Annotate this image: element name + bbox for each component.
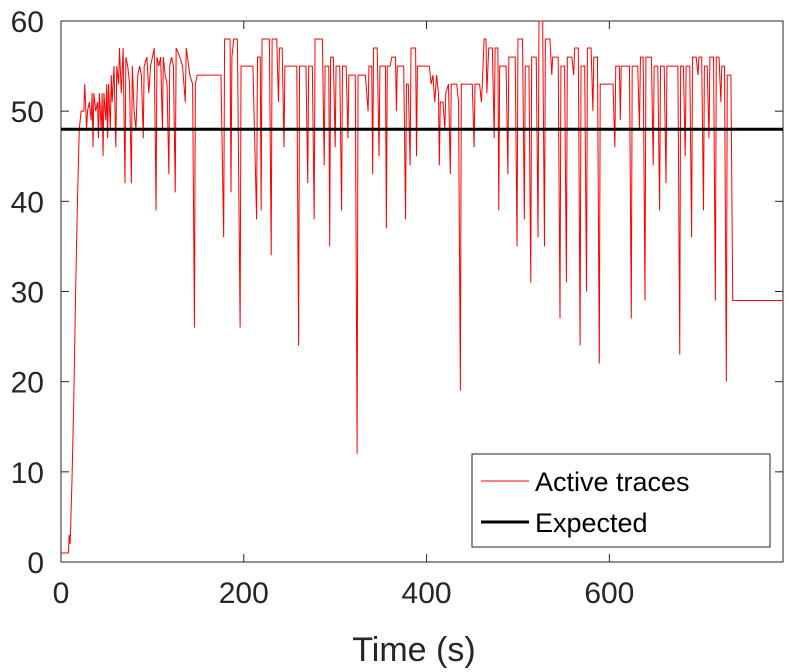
y-tick-label: 40 [11,186,44,219]
y-tick-label: 0 [27,547,44,580]
x-tick-label: 400 [402,577,452,610]
y-tick-label: 10 [11,457,44,490]
legend-label-active-traces: Active traces [535,467,690,497]
x-tick-label: 200 [219,577,269,610]
legend-box [471,453,771,548]
legend: Active traces Expected [471,453,771,548]
x-tick-label: 0 [53,577,70,610]
y-tick-label: 30 [11,277,44,310]
axes-layer: 0 200 400 600 0 10 20 30 40 50 60 [11,6,783,610]
x-tick-label: 600 [584,577,634,610]
x-axis-title: Time (s) [352,631,475,669]
y-tick-label: 50 [11,96,44,129]
y-tick-label: 20 [11,367,44,400]
series-line-active-traces [61,20,783,554]
legend-label-expected: Expected [535,508,648,538]
series-layer [61,20,783,554]
y-tick-label: 60 [11,6,44,39]
